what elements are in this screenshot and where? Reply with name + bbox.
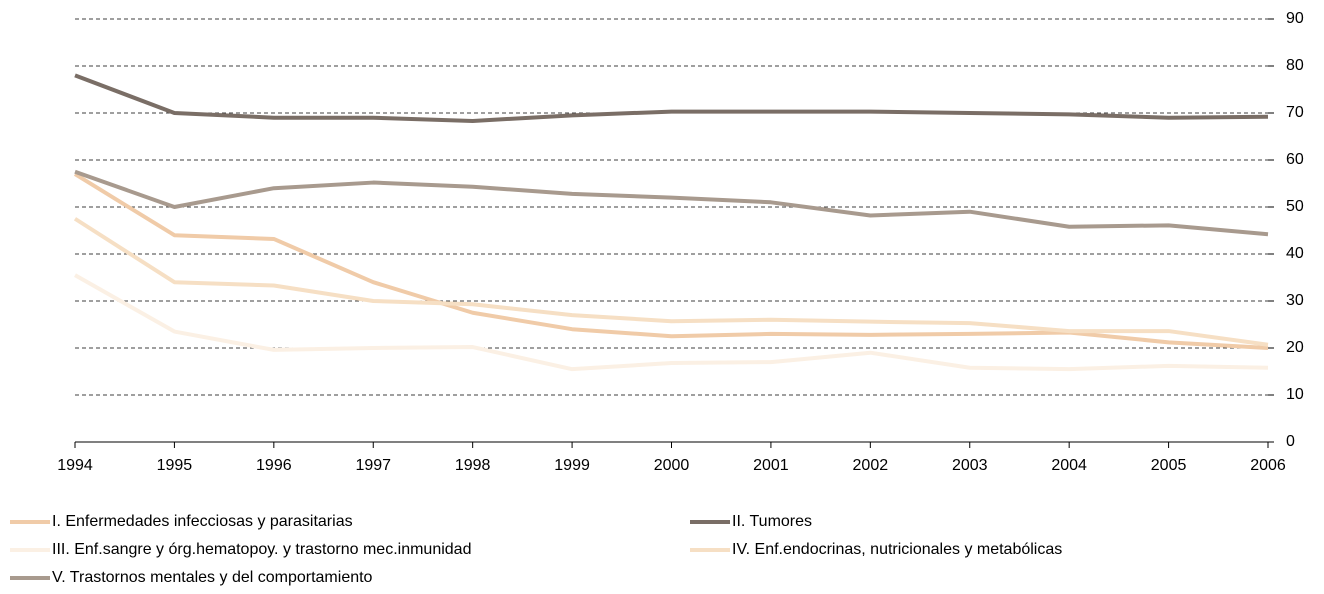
series-line [74, 73, 1269, 123]
y-tick-label: 90 [1286, 10, 1304, 27]
legend-label: V. Trastornos mentales y del comportamie… [52, 569, 373, 586]
y-tick-label: 30 [1286, 292, 1304, 309]
y-tick-label: 80 [1286, 57, 1304, 74]
x-tick-label: 1996 [256, 457, 292, 474]
x-tick-label: 1994 [57, 457, 93, 474]
legend-label: II. Tumores [732, 513, 812, 530]
x-tick-label: 2005 [1151, 457, 1187, 474]
x-tick-label: 2004 [1051, 457, 1087, 474]
series-line [74, 273, 1269, 372]
y-tick-label: 50 [1286, 198, 1304, 215]
y-tick-label: 0 [1286, 433, 1295, 450]
series-line [74, 169, 1269, 237]
legend-label: IV. Enf.endocrinas, nutricionales y meta… [732, 541, 1062, 558]
y-tick-label: 70 [1286, 104, 1304, 121]
x-tick-label: 1995 [157, 457, 193, 474]
y-tick-label: 40 [1286, 245, 1304, 262]
y-tick-label: 60 [1286, 151, 1304, 168]
x-tick-label: 2006 [1250, 457, 1286, 474]
x-tick-label: 1999 [554, 457, 590, 474]
legend-label: III. Enf.sangre y órg.hematopoy. y trast… [52, 541, 471, 558]
legend-label: I. Enfermedades infecciosas y parasitari… [52, 513, 353, 530]
x-tick-label: 2000 [654, 457, 690, 474]
x-tick-label: 1997 [355, 457, 391, 474]
x-tick-label: 1998 [455, 457, 491, 474]
series-line [73, 217, 1269, 347]
y-tick-label: 20 [1286, 339, 1304, 356]
x-tick-label: 2001 [753, 457, 789, 474]
x-tick-label: 2003 [952, 457, 988, 474]
y-tick-label: 10 [1286, 386, 1304, 403]
x-tick-label: 2002 [853, 457, 889, 474]
